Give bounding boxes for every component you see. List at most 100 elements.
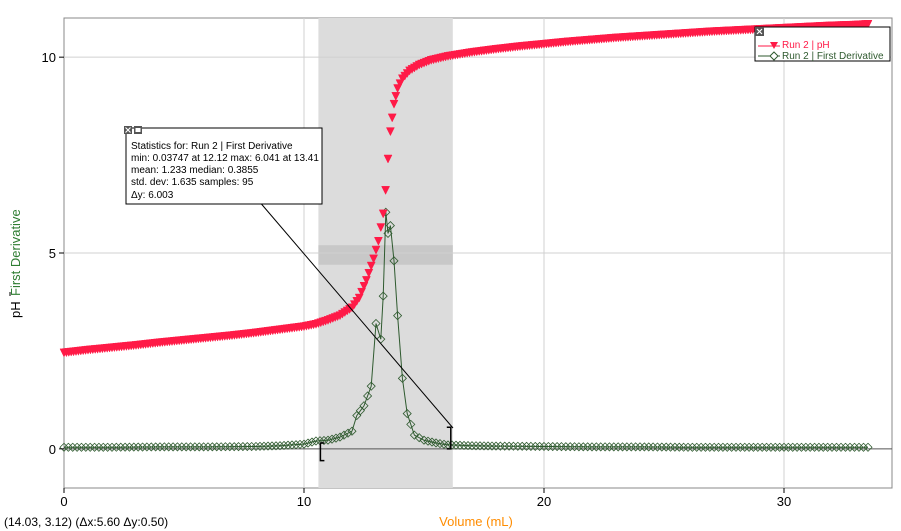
derivative-point xyxy=(548,441,558,452)
cursor-coordinates: (14.03, 3.12) (Δx:5.60 Δy:0.50) xyxy=(4,515,168,529)
derivative-point xyxy=(233,442,244,452)
ph-point xyxy=(863,20,873,29)
derivative-point xyxy=(613,442,623,452)
annotation-line-3: std. dev: 1.635 samples: 95 xyxy=(131,177,254,188)
derivative-point xyxy=(543,441,553,452)
derivative-point xyxy=(287,440,297,450)
derivative-point xyxy=(216,442,226,452)
derivative-point xyxy=(455,440,465,450)
derivative-point xyxy=(181,442,191,452)
x-tick-label: 30 xyxy=(777,494,791,509)
derivative-point xyxy=(397,373,407,383)
derivative-point xyxy=(194,442,204,452)
derivative-point xyxy=(757,442,767,452)
derivative-point xyxy=(622,442,632,452)
ph-point xyxy=(391,92,401,101)
derivative-point xyxy=(402,409,412,419)
derivative-point xyxy=(190,442,200,452)
derivative-point xyxy=(339,430,349,440)
legend-close-icon[interactable] xyxy=(755,27,764,36)
ph-point xyxy=(364,268,374,278)
y-axis-label-ph: pH xyxy=(8,301,23,318)
derivative-point xyxy=(783,442,793,452)
derivative-point xyxy=(552,442,562,452)
derivative-point xyxy=(569,442,580,452)
derivative-point xyxy=(63,442,73,452)
selection-bracket-right[interactable] xyxy=(446,426,452,450)
derivative-point xyxy=(718,442,728,452)
derivative-point xyxy=(609,442,619,452)
derivative-point xyxy=(770,442,780,452)
ph-point xyxy=(361,276,371,285)
derivative-point xyxy=(479,441,489,451)
derivative-point xyxy=(475,441,485,451)
derivative-point xyxy=(487,441,497,451)
derivative-point xyxy=(247,441,257,452)
legend[interactable]: Run 2 | pH Run 2 | First Derivative xyxy=(754,26,891,62)
derivative-point xyxy=(491,441,501,451)
derivative-point xyxy=(129,442,139,452)
derivative-point xyxy=(68,442,78,452)
derivative-point xyxy=(530,441,540,451)
grid-lines xyxy=(64,18,892,488)
statistics-annotation[interactable]: Statistics for: Run 2 | First Derivative… xyxy=(124,126,454,429)
derivative-point xyxy=(137,442,148,452)
derivative-point xyxy=(526,441,536,451)
derivative-point xyxy=(383,228,393,238)
derivative-point xyxy=(761,442,772,452)
derivative-point xyxy=(748,442,759,452)
derivative-point xyxy=(98,442,108,452)
derivative-point xyxy=(255,441,265,451)
derivative-point xyxy=(343,428,353,438)
derivative-point xyxy=(471,441,481,451)
selection-bracket-left[interactable] xyxy=(319,442,325,462)
annotation-close-icon[interactable] xyxy=(124,126,132,134)
ph-point xyxy=(354,293,364,303)
selection-brackets[interactable] xyxy=(319,426,452,462)
derivative-point xyxy=(814,442,824,452)
derivative-point xyxy=(587,442,597,452)
series-ph xyxy=(59,20,873,358)
derivative-point xyxy=(513,441,523,451)
x-tick-label: 0 xyxy=(60,494,67,509)
derivative-point xyxy=(177,442,187,452)
derivative-point xyxy=(657,442,667,452)
derivative-point xyxy=(591,442,601,452)
derivative-point xyxy=(120,442,130,452)
ph-point xyxy=(376,223,386,233)
derivative-point xyxy=(393,311,403,321)
axes: 0 10 20 30 0 5 10 xyxy=(42,50,792,509)
ph-point xyxy=(387,113,397,123)
annotation-delta: Δy: 6.003 xyxy=(131,190,174,201)
derivative-point xyxy=(722,442,732,452)
derivative-point xyxy=(827,442,837,452)
derivative-point xyxy=(431,438,441,448)
derivative-point xyxy=(76,442,87,452)
derivative-point xyxy=(335,432,345,442)
derivative-point xyxy=(207,442,217,452)
derivative-point xyxy=(307,437,317,447)
derivative-point xyxy=(583,442,593,452)
derivative-point xyxy=(578,442,588,452)
series-layer xyxy=(59,20,873,452)
derivative-point xyxy=(89,442,100,452)
derivative-point xyxy=(696,442,706,452)
derivative-point xyxy=(792,442,802,452)
derivative-point xyxy=(801,442,811,452)
derivative-point xyxy=(155,442,165,452)
derivative-point xyxy=(389,256,399,266)
annotation-line-2: mean: 1.233 median: 0.3855 xyxy=(131,165,259,176)
x-axis-label: Volume (mL) xyxy=(439,514,513,529)
derivative-point xyxy=(805,442,815,452)
derivative-point xyxy=(414,433,424,443)
derivative-point xyxy=(229,442,239,452)
derivative-point xyxy=(840,442,851,452)
derivative-point xyxy=(409,430,419,440)
annotation-menu-icon[interactable] xyxy=(134,126,142,134)
derivative-point xyxy=(735,442,745,452)
derivative-point xyxy=(251,441,261,452)
derivative-point xyxy=(565,442,575,452)
derivative-point xyxy=(665,442,676,452)
derivative-point xyxy=(107,442,117,452)
derivative-point xyxy=(775,442,785,452)
